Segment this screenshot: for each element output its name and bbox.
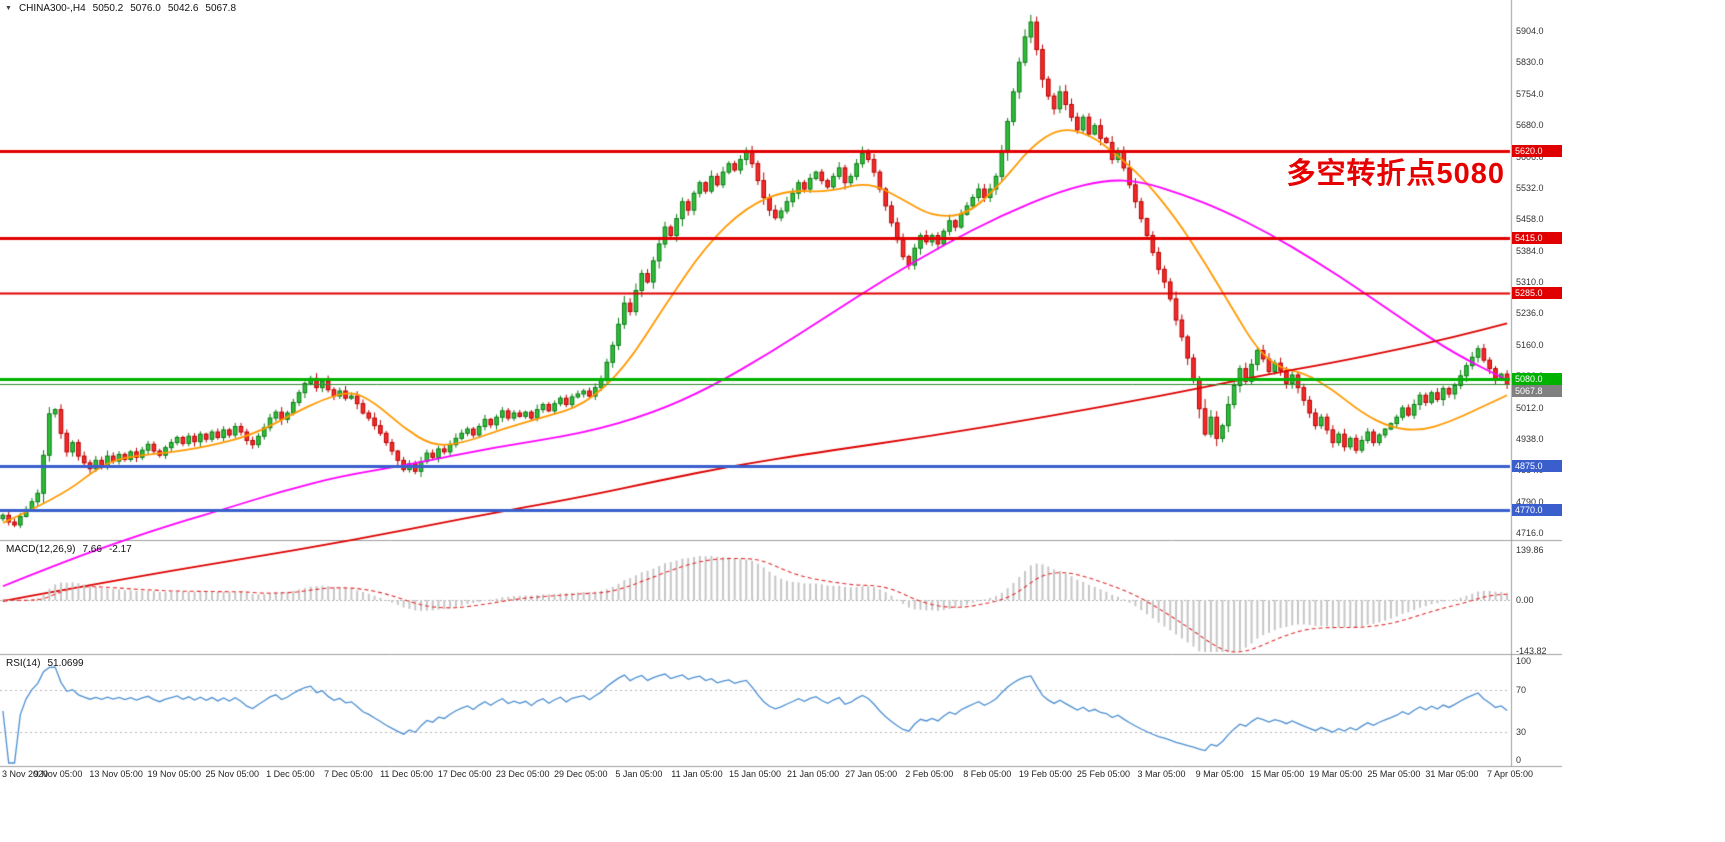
time-axis-label: 13 Nov 05:00 [89, 769, 143, 779]
time-axis-label: 3 Mar 05:00 [1137, 769, 1186, 779]
time-axis-label: 27 Jan 05:00 [845, 769, 898, 779]
price-level-badges: 5620.0 5415.0 5285.0 5080.0 5067.8 4875.0 4770… [1512, 0, 1564, 540]
price-axis-tick: 5384.0 [1516, 245, 1544, 256]
rsi-axis-tick: 70 [1516, 685, 1527, 696]
rsi-axis-tick: 0 [1516, 755, 1522, 765]
price-level-badge: 5285.0 [1512, 286, 1562, 299]
time-axis-label: 25 Mar 05:00 [1367, 769, 1421, 779]
macd-axis-tick: -143.82 [1516, 646, 1547, 657]
time-scale[interactable]: 3 Nov 2020 9 Nov 05:00 13 Nov 05:00 19 Nov … [0, 767, 1562, 783]
symbol-timeframe-label: CHINA300-,H4 [18, 3, 86, 14]
time-axis-label: 3 Nov 2020 [2, 769, 49, 779]
ohlc-low: 5042.6 [167, 3, 199, 14]
macd-value: 7.66 [82, 544, 102, 555]
price-axis-tick: 5830.0 [1516, 57, 1544, 68]
macd-axis-tick: 0.00 [1516, 595, 1534, 605]
time-axis-label: 7 Dec 05:00 [324, 769, 373, 779]
price-level-badge: 4875.0 [1512, 459, 1562, 472]
time-axis-label: 11 Dec 05:00 [380, 769, 433, 779]
time-axis-label: 11 Jan 05:00 [671, 769, 723, 779]
rsi-axis-tick: 100 [1516, 656, 1532, 666]
price-axis-tick: 5904.0 [1516, 26, 1544, 36]
macd-axis-tick: 139.86 [1516, 545, 1544, 556]
time-axis-label: 29 Dec 05:00 [553, 769, 608, 779]
price-level-badge: 5080.0 [1512, 373, 1562, 386]
time-axis-label: 19 Feb 05:00 [1018, 769, 1072, 779]
time-axis-label: 2 Feb 05:00 [905, 769, 954, 779]
time-axis-label: 15 Mar 05:00 [1251, 769, 1305, 779]
annotation-text: 多空转折点5080 [1286, 158, 1505, 190]
price-level-badge: 4770.0 [1512, 504, 1562, 517]
price-axis-tick: 5160.0 [1516, 339, 1544, 350]
time-axis-label: 1 Dec 05:00 [266, 769, 315, 779]
time-axis-label: 19 Nov 05:00 [147, 769, 201, 779]
price-axis-tick: 4716.0 [1516, 528, 1544, 538]
ohlc-open: 5050.2 [92, 3, 124, 14]
rsi-value: 51.0699 [47, 658, 84, 669]
time-axis-label: 7 Apr 05:00 [1486, 769, 1534, 779]
time-axis-label: 23 Dec 05:00 [495, 769, 550, 779]
chart-expander-icon[interactable]: ▼ [5, 5, 12, 12]
time-axis-label: 19 Mar 05:00 [1309, 769, 1363, 779]
price-axis-tick: 5012.0 [1516, 402, 1544, 413]
rsi-label: RSI(14) [6, 658, 41, 669]
price-axis-tick: 5532.0 [1516, 182, 1544, 193]
ohlc-close: 5067.8 [205, 3, 237, 14]
time-axis-label: 5 Jan 05:00 [615, 769, 663, 779]
price-scale[interactable]: 5904.05830.05754.05680.05606.05532.05458… [1512, 0, 1564, 540]
macd-indicator-info: MACD(12,26,9) 7.66 -2.17 [6, 544, 132, 555]
price-axis-tick: 5236.0 [1516, 308, 1544, 319]
time-axis-label: 25 Feb 05:00 [1076, 769, 1130, 779]
time-axis-label: 21 Jan 05:00 [787, 769, 840, 779]
price-axis-tick: 4790.0 [1516, 496, 1544, 507]
rsi-indicator-info: RSI(14) 51.0699 [6, 658, 84, 669]
time-axis-label: 25 Nov 05:00 [205, 769, 260, 779]
time-axis-label: 17 Dec 05:00 [437, 769, 492, 779]
price-axis-tick: 5754.0 [1516, 88, 1544, 99]
price-level-badge: 5067.8 [1512, 385, 1562, 398]
macd-label: MACD(12,26,9) [6, 544, 76, 555]
rsi-axis-tick: 30 [1516, 726, 1527, 737]
price-axis-tick: 5310.0 [1516, 277, 1544, 287]
symbol-ohlc-info: ▼ CHINA300-,H4 5050.2 5076.0 5042.6 5067… [5, 3, 236, 14]
time-axis-label: 9 Mar 05:00 [1195, 769, 1244, 779]
price-axis-tick: 5458.0 [1516, 214, 1544, 225]
macd-scale[interactable]: 139.86 0.00 -143.82 [1512, 541, 1564, 657]
price-axis-tick: 4938.0 [1516, 433, 1544, 444]
price-level-badge: 5620.0 [1512, 145, 1562, 157]
price-axis-tick: 5680.0 [1516, 120, 1544, 131]
time-axis-label: 15 Jan 05:00 [728, 769, 782, 779]
price-level-badge: 5415.0 [1512, 231, 1562, 244]
macd-signal-value: -2.17 [108, 544, 132, 555]
time-axis-label: 8 Feb 05:00 [963, 769, 1012, 779]
ohlc-high: 5076.0 [130, 3, 161, 14]
rsi-scale[interactable]: 100 70 30 0 [1512, 655, 1564, 766]
time-axis-label: 31 Mar 05:00 [1425, 769, 1479, 779]
time-axis-label: 9 Nov 05:00 [33, 769, 83, 779]
